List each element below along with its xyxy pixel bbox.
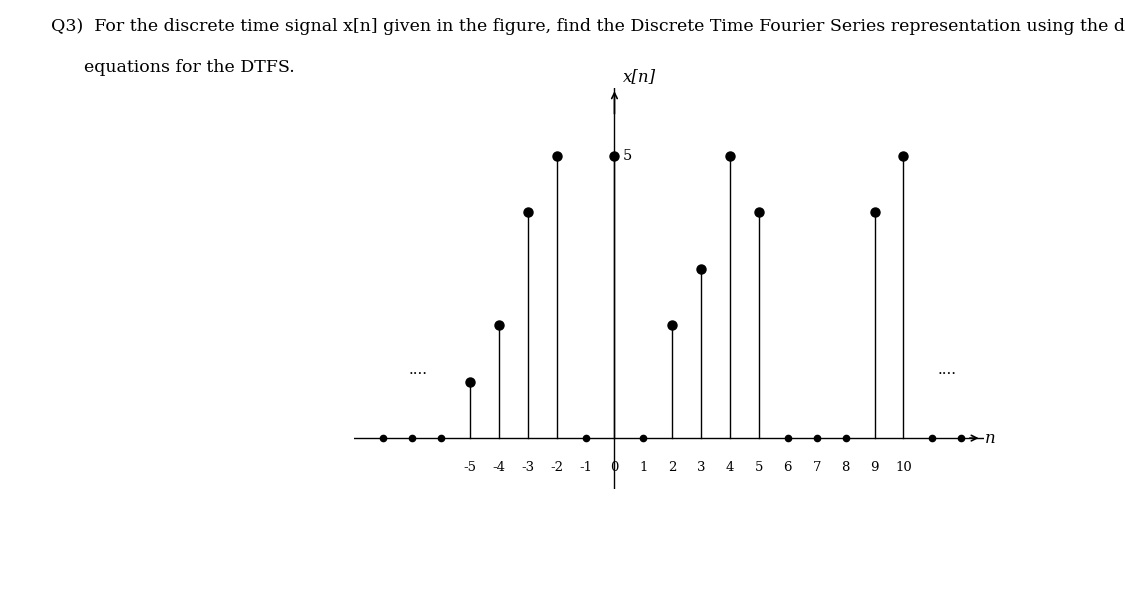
Text: ....: .... <box>408 363 428 378</box>
Text: equations for the DTFS.: equations for the DTFS. <box>51 59 295 76</box>
Text: 4: 4 <box>726 461 735 474</box>
Text: x[n]: x[n] <box>623 68 656 85</box>
Text: Q3)  For the discrete time signal x[n] given in the figure, find the Discrete Ti: Q3) For the discrete time signal x[n] gi… <box>51 18 1125 35</box>
Text: -5: -5 <box>464 461 477 474</box>
Text: 10: 10 <box>896 461 912 474</box>
Text: 7: 7 <box>812 461 821 474</box>
Text: -2: -2 <box>550 461 564 474</box>
Text: 3: 3 <box>696 461 705 474</box>
Text: 0: 0 <box>610 461 619 474</box>
Text: -4: -4 <box>493 461 505 474</box>
Text: n: n <box>984 429 996 446</box>
Text: 9: 9 <box>871 461 879 474</box>
Text: 5: 5 <box>755 461 763 474</box>
Text: -3: -3 <box>521 461 534 474</box>
Text: 6: 6 <box>784 461 792 474</box>
Text: 2: 2 <box>668 461 676 474</box>
Text: 1: 1 <box>639 461 648 474</box>
Text: -1: -1 <box>579 461 592 474</box>
Text: 5: 5 <box>623 149 632 163</box>
Text: ....: .... <box>937 363 956 378</box>
Text: 8: 8 <box>842 461 849 474</box>
